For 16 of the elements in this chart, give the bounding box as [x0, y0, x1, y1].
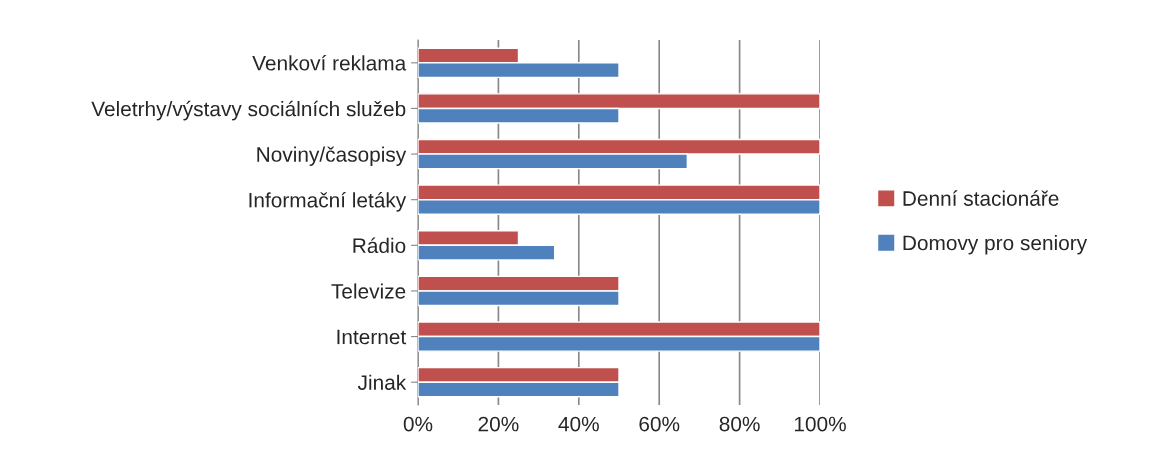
y-tick-label: Jinak	[357, 374, 407, 390]
x-tick-label: 20%	[478, 416, 519, 432]
x-tick-label: 0%	[403, 416, 433, 432]
y-tick-label: Noviny/časopisy	[257, 146, 407, 166]
x-tick-label: 100%	[794, 416, 846, 432]
x-tick-label: 40%	[558, 416, 599, 432]
y-tick-label: Internet	[337, 329, 407, 345]
y-tick-label: Rádio	[353, 237, 406, 254]
y-tick-label: Informační letáky	[249, 192, 407, 212]
y-tick-label: Veletrhy/výstavy sociálních služeb	[91, 100, 406, 121]
y-tick-label: Televize	[331, 283, 406, 299]
legend-label: Domovy pro seniory	[903, 235, 1088, 255]
legend-label: Denní stacionáře	[903, 190, 1059, 206]
x-tick-label: 60%	[639, 416, 680, 432]
y-tick-label: Venkoví reklama	[252, 55, 407, 71]
x-tick-label: 80%	[719, 416, 760, 432]
